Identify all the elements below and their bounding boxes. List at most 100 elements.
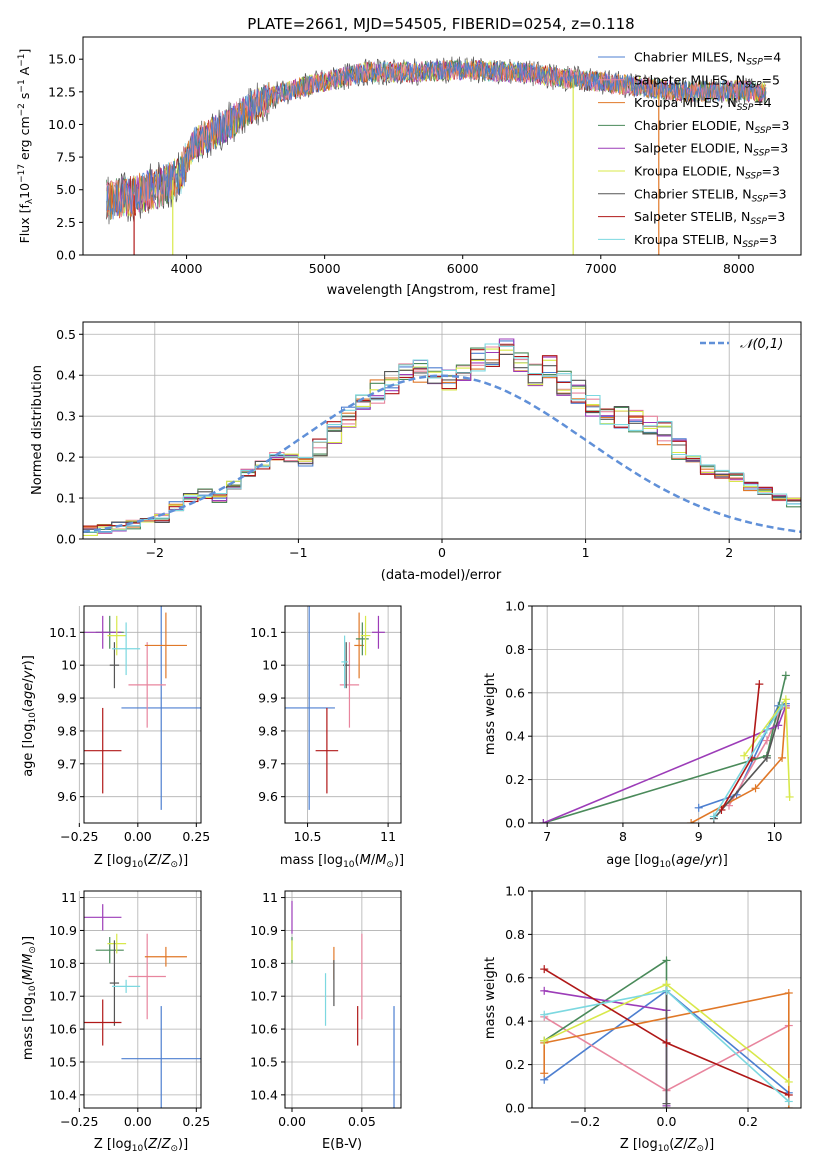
weight-lines [539,671,794,823]
axes-frame [82,36,802,256]
weight-vs-z-ylabel: mass weight [483,957,498,1039]
y-tick-label: 0.8 [505,642,525,657]
x-tick-label: 0.00 [124,829,152,844]
y-tick-label: 0.1 [56,491,76,506]
y-tick-label: 0.0 [56,248,76,263]
y-tick-label: 10 [61,658,77,673]
spectrum-xlabel: wavelength [Angstrom, rest frame] [327,283,556,298]
y-tick-label: 10.9 [49,923,77,938]
x-tick-label: −0.25 [60,1114,98,1129]
y-tick-label: 0.5 [56,327,76,342]
y-tick-label: 10.8 [250,956,278,971]
residuals-ylabel: Normed distribution [30,365,45,495]
spectrum-line [106,60,767,220]
y-tick-label: 10.6 [250,1022,278,1037]
legend-subscript: SSP [737,103,754,113]
x-tick-label: 5000 [309,261,341,276]
y-tick-label: 10.4 [49,1087,77,1102]
legend-count: =3 [762,164,780,179]
x-tick-label: 0.00 [124,1114,152,1129]
legend-label: Chabrier MILES, NSSP=4 [634,50,781,68]
mass-vs-z-ylabel: mass [log10(M/M⊙)] [21,936,38,1060]
y-tick-label: 9.9 [258,691,278,706]
y-tick-label: 9.7 [57,756,77,771]
x-tick-label: 0.25 [182,1114,210,1129]
x-tick-label: 7000 [585,261,617,276]
spectrum-ylabel: Flux [fλ10−17 erg cm−2 s−1 A−1] [17,49,35,244]
y-tick-label: 10.4 [250,1087,278,1102]
x-tick-label: 0.25 [182,829,210,844]
legend-subscript: SSP [745,172,762,182]
y-tick-label: 10.1 [250,625,278,640]
y-tick-label: 9.7 [258,756,278,771]
error-bars [291,900,395,1108]
y-tick-label: 1.0 [505,599,525,614]
y-tick-label: 10.9 [250,923,278,938]
y-tick-label: 10.7 [49,989,77,1004]
y-tick-label: 0.6 [505,685,525,700]
legend-count: =4 [763,50,781,65]
y-tick-label: 10.8 [49,956,77,971]
y-tick-label: 0.2 [505,772,525,787]
y-tick-label: 10.1 [49,625,77,640]
error-bars [285,606,385,810]
legend-count: =3 [759,232,777,247]
y-tick-label: 9.8 [57,723,77,738]
x-tick-label: 9 [695,829,703,844]
mass-vs-z-xlabel: Z [log10(Z/Z⊙)] [94,1137,188,1154]
legend-subscript: SSP [752,194,769,204]
legend-label-normal: 𝒩(0,1) [740,337,783,352]
weight-vs-age-ylabel: mass weight [483,673,498,755]
weight-line [543,705,787,823]
legend-label: Chabrier STELIB, NSSP=3 [634,186,787,204]
weight-line [544,990,668,1106]
weight-line [713,705,783,817]
residuals-xlabel: (data-model)/error [381,568,502,583]
legend-count: =5 [762,72,780,87]
x-tick-label: −0.25 [60,829,98,844]
y-tick-label: 10.6 [49,1022,77,1037]
y-tick-label: 15.0 [48,52,76,67]
legend-subscript: SSP [746,58,763,68]
spectrum-plot-area: 4000 5000 6000 7000 8000 0.0 2.5 5.0 7.5 10.0 12.5… [48,36,802,276]
x-tick-label: 1 [582,545,590,560]
y-tick-label: 10.5 [49,1054,77,1069]
x-tick-label: 0.2 [738,1114,758,1129]
y-tick-label: 0.0 [56,532,76,547]
residuals-panel: −2 −1 0 1 2 0.0 0.1 0.2 0.3 0.4 0.5 (data-model)/e… [30,321,802,583]
y-tick-label: 7.5 [56,150,76,165]
x-tick-label: −0.2 [570,1114,600,1129]
spectrum-title: PLATE=2661, MJD=54505, FIBERID=0254, z=0… [247,15,634,33]
y-tick-label: 0.6 [505,970,525,985]
x-tick-label: 7 [543,829,551,844]
x-tick-label: 10.5 [294,829,322,844]
y-tick-label: 0.4 [505,1014,525,1029]
axes-frame [83,605,202,824]
y-tick-label: 9.8 [258,723,278,738]
error-bars [84,606,201,810]
x-tick-label: 0.00 [278,1114,306,1129]
weight-vs-z-xlabel: Z [log10(Z/Z⊙)] [620,1137,714,1154]
axes-frame [284,605,402,824]
y-tick-label: 0.4 [505,729,525,744]
y-tick-label: 0.3 [56,409,76,424]
legend-count: =4 [753,95,771,110]
legend-label: Chabrier ELODIE, NSSP=3 [634,118,789,136]
y-tick-label: 2.5 [56,215,76,230]
y-tick-label: 9.6 [57,789,77,804]
residuals-plot-area: −2 −1 0 1 2 0.0 0.1 0.2 0.3 0.4 0.5 [56,321,802,560]
y-tick-label: 0.2 [56,450,76,465]
legend-subscript: SSP [742,240,759,250]
age-vs-mass-xlabel: mass [log10(M/M⊙)] [280,853,404,870]
error-bars [84,904,201,1108]
histogram-series [83,344,801,527]
legend-label: Kroupa STELIB, NSSP=3 [634,232,777,250]
y-tick-label: 11 [61,890,77,905]
x-tick-label: 6000 [447,261,479,276]
y-tick-label: 9.6 [258,789,278,804]
normal-curve [83,374,801,534]
x-tick-label: 8 [619,829,627,844]
y-tick-label: 12.5 [48,84,76,99]
weight-line [543,958,668,1108]
